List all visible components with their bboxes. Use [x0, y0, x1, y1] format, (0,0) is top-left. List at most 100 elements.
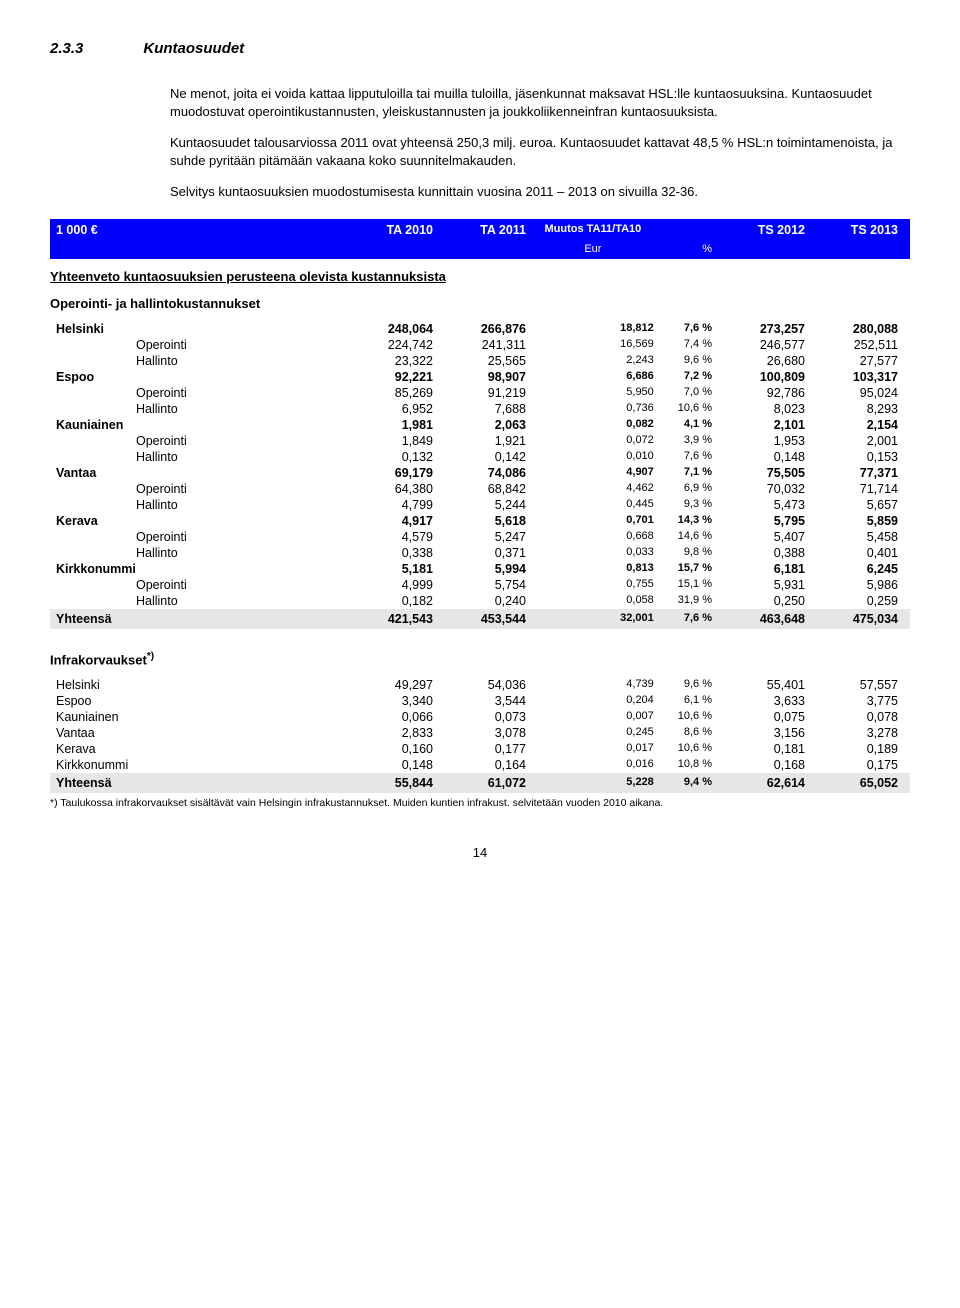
cell: 266,876	[439, 322, 532, 336]
cell: 9,3 %	[660, 498, 718, 512]
column-header	[660, 223, 718, 237]
table-header-row: 1 000 € TA 2010 TA 2011 Muutos TA11/TA10…	[50, 219, 910, 241]
row-label: Operointi	[56, 338, 346, 352]
table-row: Helsinki49,29754,0364,7399,6 %55,40157,5…	[50, 677, 910, 693]
cell: 241,311	[439, 338, 532, 352]
cell: 5,931	[718, 578, 811, 592]
row-label: Kirkkonummi	[56, 562, 346, 576]
cell: 92,221	[346, 370, 439, 384]
cell: 4,907	[532, 466, 660, 480]
cell: 10,6 %	[660, 742, 718, 756]
table-row: Kauniainen0,0660,0730,00710,6 %0,0750,07…	[50, 709, 910, 725]
cell: 7,6 %	[660, 322, 718, 336]
table-row: Operointi224,742241,31116,5697,4 %246,57…	[50, 337, 910, 353]
cell: 246,577	[718, 338, 811, 352]
cell: 91,219	[439, 386, 532, 400]
column-header: TS 2012	[718, 223, 811, 237]
cell: 1,981	[346, 418, 439, 432]
cell: 7,6 %	[660, 450, 718, 464]
cell: 2,101	[718, 418, 811, 432]
cell: 0,073	[439, 710, 532, 724]
cell: 0,075	[718, 710, 811, 724]
table-row: Vantaa69,17974,0864,9077,1 %75,50577,371	[50, 465, 910, 481]
cell: 85,269	[346, 386, 439, 400]
cell: 7,2 %	[660, 370, 718, 384]
row-label: Hallinto	[56, 450, 346, 464]
row-label: Operointi	[56, 434, 346, 448]
cell: 0,164	[439, 758, 532, 772]
cell: 15,1 %	[660, 578, 718, 592]
cell: 4,917	[346, 514, 439, 528]
cell: 5,795	[718, 514, 811, 528]
cell: 18,812	[532, 322, 660, 336]
row-label: Helsinki	[56, 322, 346, 336]
table-row: Hallinto23,32225,5652,2439,6 %26,68027,5…	[50, 353, 910, 369]
column-header: TA 2010	[346, 223, 439, 237]
cell: 0,148	[718, 450, 811, 464]
paragraph: Ne menot, joita ei voida kattaa lipputul…	[170, 85, 910, 120]
section-title: Kuntaosuudet	[143, 40, 244, 57]
cell: 4,1 %	[660, 418, 718, 432]
cell: 2,154	[811, 418, 904, 432]
cell: 103,317	[811, 370, 904, 384]
cell: 0,010	[532, 450, 660, 464]
total-cell: 55,844	[346, 776, 439, 790]
cell: 5,181	[346, 562, 439, 576]
paragraph: Selvitys kuntaosuuksien muodostumisesta …	[170, 183, 910, 201]
cell: 10,6 %	[660, 402, 718, 416]
table-row: Kirkkonummi0,1480,1640,01610,8 %0,1680,1…	[50, 757, 910, 773]
cell: 280,088	[811, 322, 904, 336]
cell: 3,156	[718, 726, 811, 740]
table-row: Hallinto0,3380,3710,0339,8 %0,3880,401	[50, 545, 910, 561]
section-heading: 2.3.3 Kuntaosuudet	[50, 40, 910, 57]
total-cell: 65,052	[811, 776, 904, 790]
cell: 3,340	[346, 694, 439, 708]
page-number: 14	[50, 845, 910, 860]
row-label: Operointi	[56, 530, 346, 544]
cell: 0,182	[346, 594, 439, 608]
cell: 25,565	[439, 354, 532, 368]
total-label: Yhteensä	[56, 612, 346, 626]
cell: 2,063	[439, 418, 532, 432]
cell: 5,754	[439, 578, 532, 592]
cell: 6,1 %	[660, 694, 718, 708]
cell: 0,148	[346, 758, 439, 772]
table-row: Operointi64,38068,8424,4626,9 %70,03271,…	[50, 481, 910, 497]
cell: 1,921	[439, 434, 532, 448]
cell: 74,086	[439, 466, 532, 480]
cell: 6,245	[811, 562, 904, 576]
cell: 5,247	[439, 530, 532, 544]
cell: 9,6 %	[660, 354, 718, 368]
cell: 5,994	[439, 562, 532, 576]
cell: 77,371	[811, 466, 904, 480]
cell: 1,849	[346, 434, 439, 448]
cell: 100,809	[718, 370, 811, 384]
cell: 0,736	[532, 402, 660, 416]
table-row: Kauniainen1,9812,0630,0824,1 %2,1012,154	[50, 417, 910, 433]
cell: 0,204	[532, 694, 660, 708]
row-label: Operointi	[56, 578, 346, 592]
table-row: Operointi4,9995,7540,75515,1 %5,9315,986	[50, 577, 910, 593]
total-cell: 475,034	[811, 612, 904, 626]
cell: 1,953	[718, 434, 811, 448]
cell: 0,338	[346, 546, 439, 560]
cell: 6,952	[346, 402, 439, 416]
table-row: Operointi85,26991,2195,9507,0 %92,78695,…	[50, 385, 910, 401]
cell: 4,579	[346, 530, 439, 544]
cell: 49,297	[346, 678, 439, 692]
footnote-ref: *)	[147, 651, 154, 662]
cell: 6,9 %	[660, 482, 718, 496]
total-cell: 9,4 %	[660, 776, 718, 790]
cell: 0,259	[811, 594, 904, 608]
total-cell: 61,072	[439, 776, 532, 790]
cell: 224,742	[346, 338, 439, 352]
cell: 98,907	[439, 370, 532, 384]
table-row: Operointi1,8491,9210,0723,9 %1,9532,001	[50, 433, 910, 449]
cell: 0,668	[532, 530, 660, 544]
cell: 7,688	[439, 402, 532, 416]
total-row: Yhteensä 55,844 61,072 5,228 9,4 % 62,61…	[50, 773, 910, 793]
cell: 8,023	[718, 402, 811, 416]
row-label: Hallinto	[56, 354, 346, 368]
oper-subtitle: Operointi- ja hallintokustannukset	[50, 296, 910, 311]
cell: 0,142	[439, 450, 532, 464]
